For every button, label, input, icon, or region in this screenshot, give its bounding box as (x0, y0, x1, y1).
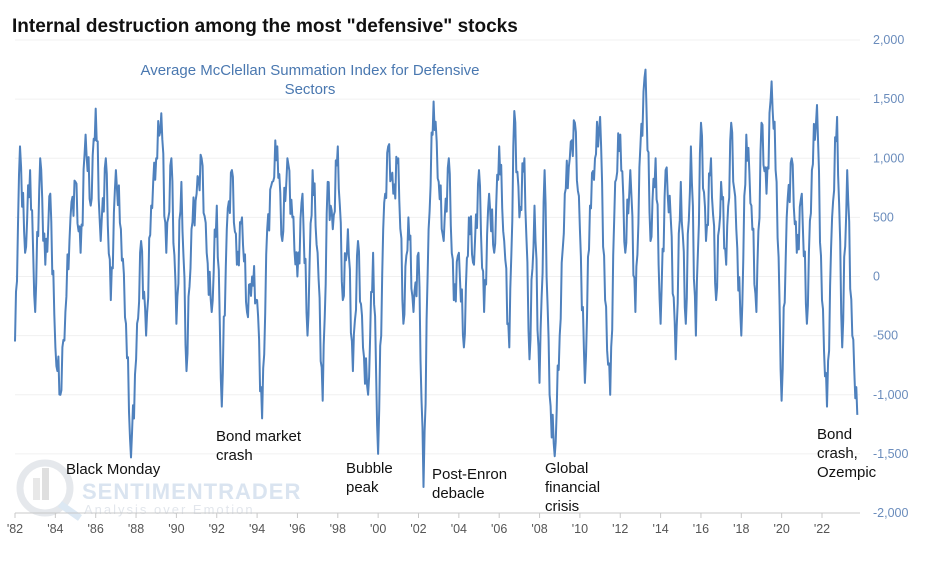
x-tick-label: '86 (88, 522, 104, 536)
annotation-label: financial (545, 479, 600, 496)
annotation-label: Post-Enron (432, 466, 507, 483)
annotation-label: peak (346, 479, 379, 496)
x-tick-label: '20 (774, 522, 790, 536)
y-tick-label: 500 (873, 210, 894, 224)
y-tick-label: -1,500 (873, 447, 908, 461)
y-tick-label: -2,000 (873, 506, 908, 520)
x-tick-label: '94 (249, 522, 265, 536)
annotation-label: Bubble (346, 460, 393, 477)
x-tick-label: '90 (168, 522, 184, 536)
x-tick-label: '00 (370, 522, 386, 536)
annotation-label: Ozempic (817, 464, 877, 481)
annotation-label: crisis (545, 498, 579, 515)
x-tick-label: '04 (451, 522, 467, 536)
series-line (14, 68, 859, 488)
watermark-brand: SENTIMENTRADER (82, 479, 301, 504)
x-tick-label: '92 (209, 522, 225, 536)
annotation-label: Bond (817, 426, 852, 443)
x-tick-label: '02 (410, 522, 426, 536)
sentimentrader-watermark: SENTIMENTRADER Analysis over Emotion (16, 459, 301, 521)
x-tick-label: '84 (47, 522, 63, 536)
chart-subtitle: Average McClellan Summation Index for De… (140, 62, 480, 98)
x-tick-label: '06 (491, 522, 507, 536)
watermark-tagline: Analysis over Emotion (84, 502, 255, 517)
x-tick-label: '12 (612, 522, 628, 536)
x-tick-label: '16 (693, 522, 709, 536)
y-tick-label: -1,000 (873, 388, 908, 402)
x-tick-label: '98 (330, 522, 346, 536)
x-tick-label: '82 (7, 522, 23, 536)
x-tick-label: '22 (814, 522, 830, 536)
annotation-label: debacle (432, 485, 485, 502)
y-tick-label: 0 (873, 270, 880, 284)
annotation-label: Bond market (216, 428, 302, 445)
annotation-label: crash, (817, 445, 858, 462)
y-tick-label: -500 (873, 329, 898, 343)
y-tick-label: 1,000 (873, 151, 904, 165)
x-tick-label: '88 (128, 522, 144, 536)
x-tick-label: '08 (531, 522, 547, 536)
x-tick-label: '14 (652, 522, 668, 536)
chart-title: Internal destruction among the most "def… (12, 16, 518, 37)
x-tick-label: '10 (572, 522, 588, 536)
x-tick-label: '18 (733, 522, 749, 536)
annotation-label: Global (545, 460, 588, 477)
x-tick-label: '96 (289, 522, 305, 536)
y-tick-label: 1,500 (873, 92, 904, 106)
y-tick-label: 2,000 (873, 33, 904, 47)
annotation-label: Black Monday (66, 461, 161, 478)
annotation-label: crash (216, 447, 253, 464)
